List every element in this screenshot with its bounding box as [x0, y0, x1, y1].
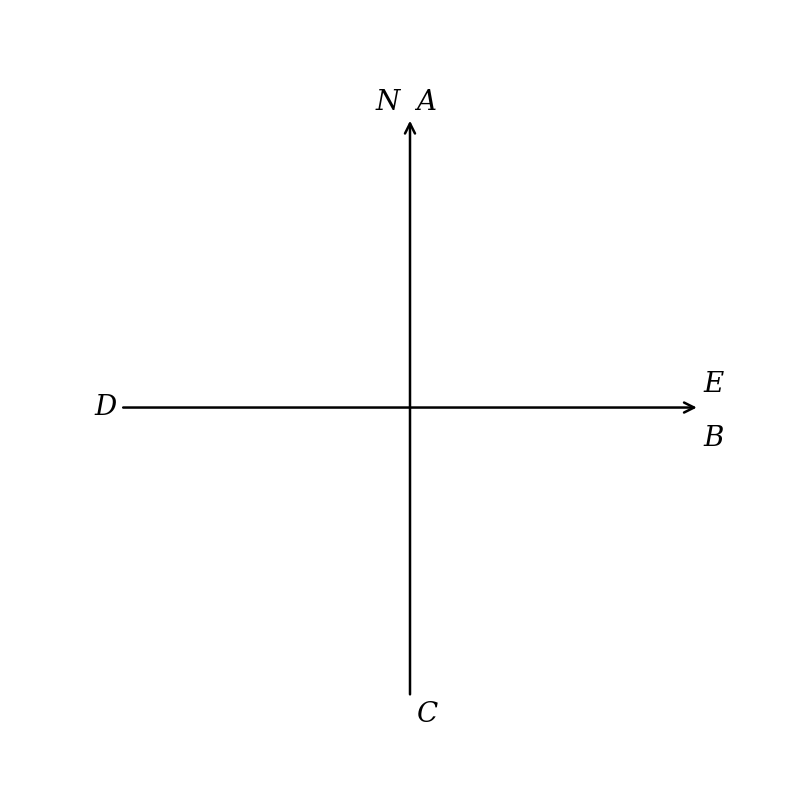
- Text: C: C: [417, 701, 438, 728]
- Text: N: N: [375, 90, 399, 116]
- Text: B: B: [704, 425, 724, 453]
- Text: A: A: [417, 90, 437, 116]
- Text: E: E: [704, 370, 724, 398]
- Text: D: D: [94, 394, 116, 421]
